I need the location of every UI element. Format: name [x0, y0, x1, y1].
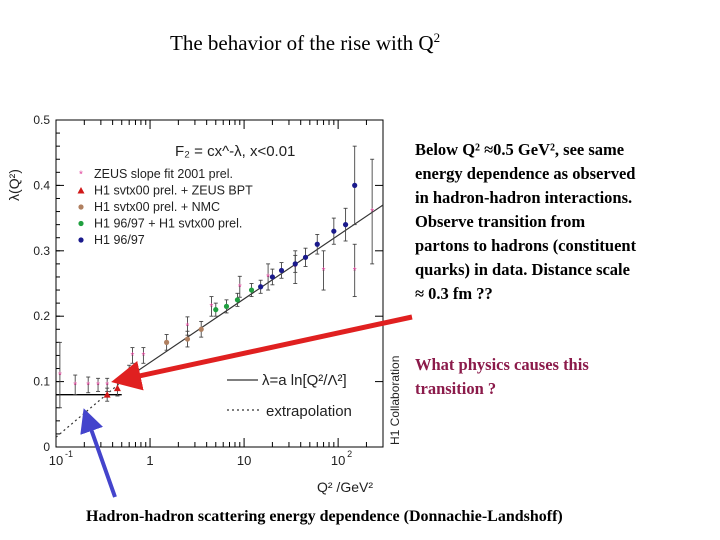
data-point: * [130, 351, 134, 362]
legend-label: H1 svtx00 prel. + ZEUS BPT [94, 184, 253, 198]
x-tick-label-sup: 2 [347, 449, 352, 459]
legend-label: H1 svtx00 prel. + NMC [94, 200, 220, 214]
note2-line: What physics causes this [415, 355, 589, 374]
data-point [198, 326, 204, 332]
data-point [78, 204, 84, 210]
data-point [331, 228, 337, 234]
data-point: * [73, 380, 77, 391]
note1-line: quarks) in data. Distance scale [415, 260, 630, 279]
note1-line: ≈ 0.3 fm ?? [415, 284, 493, 303]
note2-line: transition ? [415, 379, 497, 398]
y-tick-label: 0.3 [33, 244, 50, 258]
data-point: * [96, 380, 100, 391]
data-point [292, 261, 298, 267]
x-tick-label: 10 [331, 453, 345, 468]
series-group [164, 320, 204, 351]
data-point: * [105, 380, 109, 391]
data-point [223, 303, 230, 309]
blue-arrow [80, 408, 117, 498]
y-axis-label: λ(Q²) [6, 169, 22, 201]
extrap-legend-label: extrapolation [266, 403, 352, 420]
legend-label: H1 96/97 [94, 233, 145, 247]
data-point: * [141, 351, 145, 362]
note1-line: Below Q² ≈0.5 GeV², see same [415, 140, 625, 159]
data-point [77, 187, 85, 194]
data-point [234, 297, 241, 303]
data-point [184, 336, 191, 342]
x-tick-label-sup: -1 [65, 449, 73, 459]
data-point: * [86, 380, 90, 391]
data-point: * [58, 371, 62, 382]
y-tick-label: 0 [43, 440, 50, 454]
data-point: * [79, 170, 83, 181]
data-point [78, 220, 84, 227]
note1-line: energy dependence as observed [415, 164, 636, 183]
data-point: * [238, 282, 242, 293]
x-tick-label: 10 [49, 453, 63, 468]
fit-legend-label: λ=a ln[Q²/Λ²] [262, 372, 347, 389]
note-question: What physics causes this transition ? [415, 353, 715, 401]
y-tick-label: 0.5 [33, 113, 50, 127]
y-tick-label: 0.2 [33, 309, 50, 323]
data-point [278, 267, 285, 274]
data-point [213, 307, 219, 313]
data-point: * [370, 207, 374, 218]
data-point: * [210, 302, 214, 313]
y-tick-label: 0.4 [33, 178, 50, 192]
note1-line: Observe transition from [415, 212, 586, 231]
caption: Hadron-hadron scattering energy dependen… [86, 508, 563, 525]
data-point [302, 254, 309, 260]
series-group: * * * * * * * * * * * * * * * [57, 158, 374, 409]
data-point [352, 182, 358, 188]
y-tick-label: 0.1 [33, 375, 50, 389]
data-point [78, 237, 84, 243]
series-group [213, 283, 255, 317]
series-group [258, 145, 358, 294]
x-tick-label: 10 [237, 453, 251, 468]
note1-line: partons to hadrons (constituent [415, 236, 637, 255]
data-point: * [353, 266, 357, 277]
plot-frame [55, 119, 384, 448]
data-point [258, 284, 264, 290]
x-tick-label: 1 [146, 453, 153, 468]
note1-line: in hadron-hadron interactions. [415, 188, 633, 207]
red-arrow [111, 314, 413, 391]
data-point [269, 274, 275, 280]
formula-label: F₂ = cx^-λ, x<0.01 [175, 143, 295, 160]
note-transition: Below Q² ≈0.5 GeV², see same energy depe… [415, 138, 715, 306]
data-point [342, 222, 349, 228]
fit-line [55, 381, 123, 438]
fit-line [121, 204, 384, 383]
side-label: H1 Collaboration [388, 356, 402, 445]
data-point [164, 339, 170, 345]
data-point: * [186, 322, 190, 333]
data-point: * [322, 266, 326, 277]
data-point [248, 287, 255, 293]
legend-label: H1 96/97 + H1 svtx00 prel. [94, 217, 242, 231]
data-point [314, 241, 320, 247]
x-axis-label: Q² /GeV² [317, 479, 373, 495]
legend-label: ZEUS slope fit 2001 prel. [94, 167, 233, 181]
data-point: * [266, 272, 270, 283]
slide-title: The behavior of the rise with Q2 [170, 30, 441, 55]
data-point [103, 391, 111, 398]
